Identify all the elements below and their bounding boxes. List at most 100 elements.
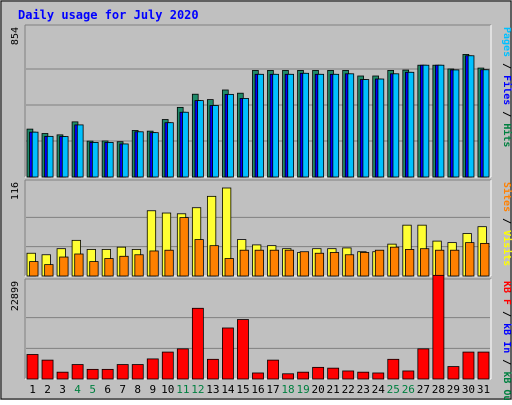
x-tick-label-day-10: 10 xyxy=(161,383,174,396)
bar-sites-day-4 xyxy=(74,253,84,277)
bar-sites-day-14 xyxy=(224,258,234,277)
bar-pages-day-5 xyxy=(91,142,99,178)
bar-pages-day-10 xyxy=(167,122,174,178)
x-tick-label-day-18: 18 xyxy=(281,383,294,396)
x-tick-label-day-25: 25 xyxy=(387,383,400,396)
x-tick-label-day-4: 4 xyxy=(74,383,81,396)
legend-entry: / xyxy=(501,105,512,123)
bar-sites-day-20 xyxy=(314,252,325,277)
legend-entry: / xyxy=(501,212,512,230)
x-tick-label-day-27: 27 xyxy=(417,383,430,396)
bar-pages-day-21 xyxy=(332,73,340,178)
panel-3: 22899 KB F / kB In / kB Out xyxy=(10,274,512,405)
x-tick-label-day-28: 28 xyxy=(432,383,445,396)
bar-sites-day-31 xyxy=(480,242,490,277)
bar-pages-day-25 xyxy=(392,73,400,178)
bar-sites-day-22 xyxy=(344,254,355,277)
bar-sites-day-27 xyxy=(420,248,430,277)
y-max-label: 116 xyxy=(10,182,21,200)
bar-sites-day-1 xyxy=(29,261,39,277)
x-tick-label-day-2: 2 xyxy=(44,383,51,396)
series-legend: KB F / kB In / kB Out xyxy=(501,281,512,400)
bar-kb-f-day-14 xyxy=(222,327,234,380)
x-axis: 1 2 3 4 5 6 7 8 9 10 11 12 13 14 15 16 17 18 19 20 21 22 23 24 2… xyxy=(29,383,490,396)
bar-kb-f-day-7 xyxy=(116,364,129,380)
x-tick-label-day-7: 7 xyxy=(119,383,126,396)
legend-entry: / xyxy=(501,305,512,323)
bar-sites-day-3 xyxy=(59,256,69,277)
legend-entry: / xyxy=(501,57,512,75)
series-legend: Pages / Files / Hits xyxy=(501,27,512,147)
bar-sites-day-25 xyxy=(389,246,400,277)
bar-pages-day-16 xyxy=(257,73,264,178)
bar-kb-f-day-5 xyxy=(86,368,99,380)
bar-kb-f-day-3 xyxy=(56,371,69,380)
bar-sites-day-28 xyxy=(435,249,445,277)
bar-pages-day-8 xyxy=(137,131,144,178)
bar-kb-f-day-18 xyxy=(282,373,294,380)
x-tick-label-day-11: 11 xyxy=(176,383,189,396)
bar-kb-f-day-30 xyxy=(462,351,475,380)
bar-kb-f-day-29 xyxy=(447,366,460,380)
bar-kb-f-day-27 xyxy=(417,348,430,380)
bar-sites-day-17 xyxy=(269,249,279,277)
bar-sites-day-8 xyxy=(134,254,144,277)
bar-pages-day-14 xyxy=(227,93,234,178)
bar-sites-day-19 xyxy=(299,251,310,277)
bar-kb-f-day-12 xyxy=(191,307,204,380)
legend-entry: Sites xyxy=(501,182,512,212)
x-tick-label-day-24: 24 xyxy=(372,383,386,396)
bar-kb-f-day-23 xyxy=(357,371,370,380)
bar-pages-day-23 xyxy=(362,79,370,178)
bar-pages-day-9 xyxy=(152,132,159,178)
x-tick-label-day-17: 17 xyxy=(266,383,279,396)
bar-kb-f-day-24 xyxy=(372,372,385,380)
x-tick-label-day-20: 20 xyxy=(312,383,325,396)
x-tick-label-day-8: 8 xyxy=(134,383,141,396)
bar-pages-day-12 xyxy=(197,100,204,178)
bar-pages-day-17 xyxy=(272,73,279,178)
bar-pages-day-30 xyxy=(467,55,475,178)
bar-kb-f-day-13 xyxy=(206,358,219,380)
bar-pages-day-28 xyxy=(437,64,445,178)
x-tick-label-day-12: 12 xyxy=(191,383,204,396)
legend-entry: Pages xyxy=(501,27,512,57)
bar-sites-day-23 xyxy=(359,252,370,277)
x-tick-label-day-31: 31 xyxy=(477,383,490,396)
bar-sites-day-11 xyxy=(179,217,189,277)
bar-kb-f-day-28 xyxy=(432,274,445,380)
bar-sites-day-5 xyxy=(89,261,99,277)
chart-title: Daily usage for July 2020 xyxy=(18,8,199,22)
bar-pages-day-29 xyxy=(452,69,460,178)
x-tick-label-day-19: 19 xyxy=(296,383,309,396)
bar-sites-day-29 xyxy=(450,249,460,277)
bar-kb-f-day-31 xyxy=(477,351,490,380)
panel-2: 116 Sites / Visits xyxy=(10,179,512,277)
bar-pages-day-22 xyxy=(347,73,355,178)
x-tick-label-day-6: 6 xyxy=(104,383,111,396)
bar-sites-day-2 xyxy=(44,264,54,277)
panel-background xyxy=(25,279,491,379)
legend-entry: Hits xyxy=(501,123,512,147)
x-tick-label-day-13: 13 xyxy=(206,383,219,396)
bar-pages-day-31 xyxy=(482,69,490,178)
bar-sites-day-30 xyxy=(465,242,475,277)
x-tick-label-day-14: 14 xyxy=(221,383,235,396)
bar-kb-f-day-16 xyxy=(252,372,264,380)
bar-sites-day-18 xyxy=(284,249,294,277)
y-max-label: 22899 xyxy=(10,281,21,311)
x-tick-label-day-9: 9 xyxy=(149,383,156,396)
x-tick-label-day-5: 5 xyxy=(89,383,96,396)
x-tick-label-day-16: 16 xyxy=(251,383,264,396)
x-tick-label-day-22: 22 xyxy=(342,383,355,396)
bar-pages-day-24 xyxy=(377,78,385,178)
bar-kb-f-day-20 xyxy=(312,366,325,380)
bar-kb-f-day-10 xyxy=(161,351,174,380)
bar-pages-day-20 xyxy=(317,73,325,178)
bar-sites-day-9 xyxy=(149,250,159,277)
bar-kb-f-day-9 xyxy=(146,358,159,380)
x-tick-label-day-21: 21 xyxy=(327,383,340,396)
bar-pages-day-27 xyxy=(422,64,430,178)
bar-kb-f-day-19 xyxy=(297,371,310,380)
